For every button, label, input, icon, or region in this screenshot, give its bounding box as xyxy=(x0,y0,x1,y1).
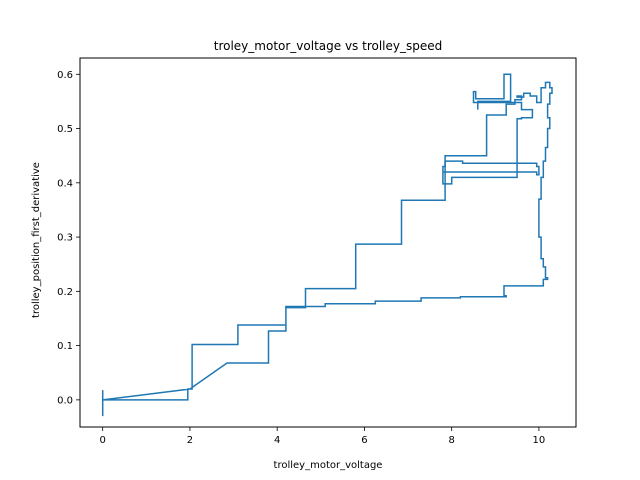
series-layer xyxy=(101,73,553,417)
y-tick-label: 0.4 xyxy=(57,178,73,189)
x-tick-label: 4 xyxy=(274,435,280,446)
y-axis-ticks: 0.0 0.1 0.2 0.3 0.4 0.5 0.6 xyxy=(57,70,80,406)
x-tick-label: 8 xyxy=(448,435,454,446)
x-tick-label: 10 xyxy=(533,435,546,446)
x-axis-label: trolley_motor_voltage xyxy=(274,460,383,471)
y-tick-label: 0.2 xyxy=(57,287,73,298)
axes-frame xyxy=(79,57,577,428)
x-tick-label: 2 xyxy=(187,435,193,446)
y-tick-label: 0.6 xyxy=(57,70,73,81)
chart-title: troley_motor_voltage vs trolley_speed xyxy=(214,39,443,53)
x-axis-ticks: 0 2 4 6 8 10 xyxy=(99,427,545,446)
y-tick-label: 0.5 xyxy=(57,124,73,135)
x-tick-label: 0 xyxy=(99,435,105,446)
y-axis-label: trolley_position_first_derivative xyxy=(31,162,42,318)
y-tick-label: 0.0 xyxy=(57,395,73,406)
x-tick-label: 6 xyxy=(361,435,367,446)
series-line-1 xyxy=(101,81,553,417)
series-line-2 xyxy=(442,73,540,185)
plot-area: 0 2 4 6 8 10 0.0 0.1 0.2 0.3 0.4 0.5 0.6 xyxy=(57,57,577,446)
y-tick-label: 0.1 xyxy=(57,341,73,352)
y-tick-label: 0.3 xyxy=(57,233,73,244)
